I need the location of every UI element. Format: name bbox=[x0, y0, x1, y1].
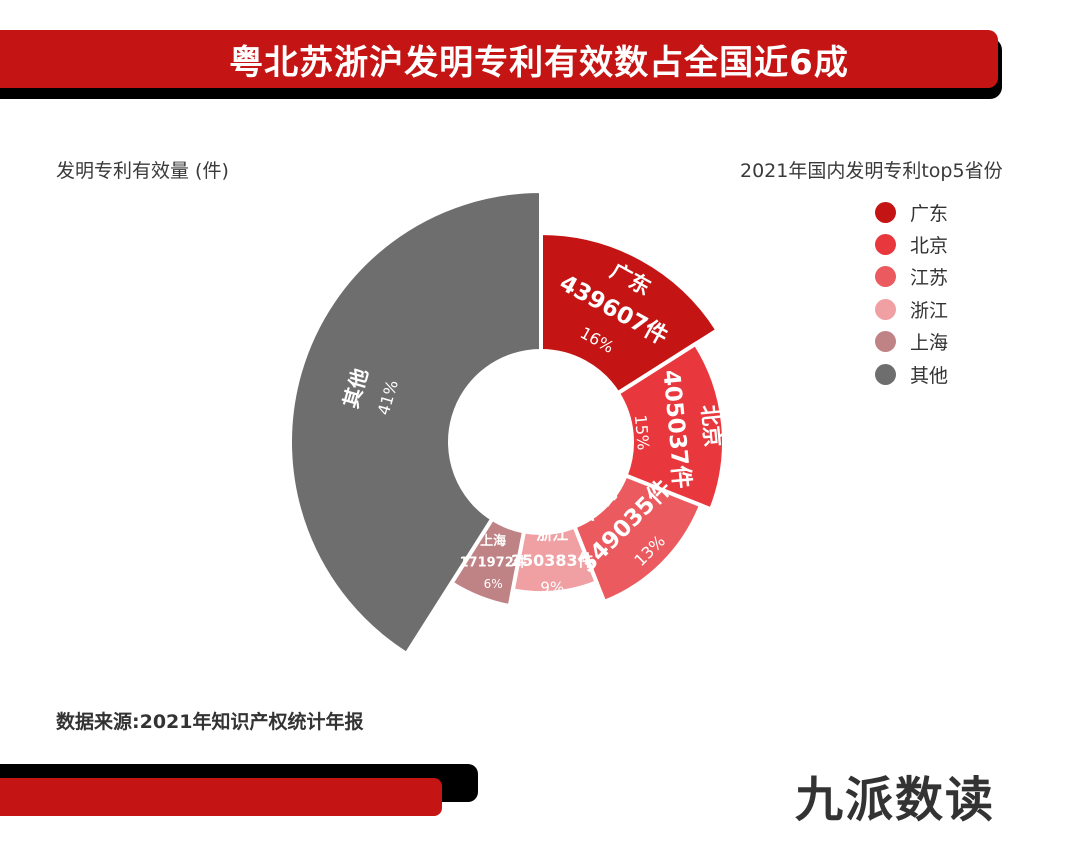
donut-slice-0 bbox=[539, 230, 721, 396]
footer-bar-red bbox=[0, 778, 442, 816]
slice-value: 250383件 bbox=[511, 551, 594, 570]
data-source: 数据来源:2021年知识产权统计年报 bbox=[56, 711, 364, 733]
legend-label: 北京 bbox=[910, 235, 949, 258]
legend-label: 江苏 bbox=[910, 267, 949, 290]
legend-swatch bbox=[875, 234, 896, 256]
legend-title: 2021年国内发明专利top5省份 bbox=[740, 160, 1003, 182]
slice-percent: 15% bbox=[631, 414, 653, 451]
slice-label: 浙江 bbox=[536, 525, 568, 544]
legend-label: 其他 bbox=[910, 364, 949, 387]
legend-swatch bbox=[875, 298, 896, 320]
legend-item: 其他 bbox=[875, 358, 948, 390]
legend-swatch bbox=[875, 363, 896, 385]
donut-hole bbox=[450, 351, 632, 533]
page-title: 粤北苏浙沪发明专利有效数占全国近6成 bbox=[229, 42, 849, 83]
slice-percent: 6% bbox=[484, 577, 503, 591]
legend-swatch bbox=[875, 201, 896, 223]
slice-value: 171972件 bbox=[460, 554, 527, 570]
legend-label: 广东 bbox=[910, 202, 949, 225]
slice-percent: 9% bbox=[540, 578, 564, 596]
legend-item: 广东 bbox=[875, 196, 948, 228]
legend-item: 北京 bbox=[875, 228, 948, 260]
legend-item: 江苏 bbox=[875, 261, 948, 293]
chart-legend: 广东北京江苏浙江上海其他 bbox=[875, 196, 948, 390]
slice-label: 北京 bbox=[697, 404, 725, 448]
slice-label: 上海 bbox=[480, 533, 506, 549]
legend-item: 浙江 bbox=[875, 293, 948, 325]
unit-label: 发明专利有效量 (件) bbox=[56, 160, 229, 182]
legend-swatch bbox=[875, 331, 896, 353]
legend-swatch bbox=[875, 266, 896, 288]
legend-label: 浙江 bbox=[910, 299, 949, 322]
legend-label: 上海 bbox=[910, 332, 949, 355]
title-bar: 粤北苏浙沪发明专利有效数占全国近6成 bbox=[0, 30, 998, 88]
legend-item: 上海 bbox=[875, 326, 948, 358]
brand-logo: 九派数读 bbox=[795, 772, 996, 828]
